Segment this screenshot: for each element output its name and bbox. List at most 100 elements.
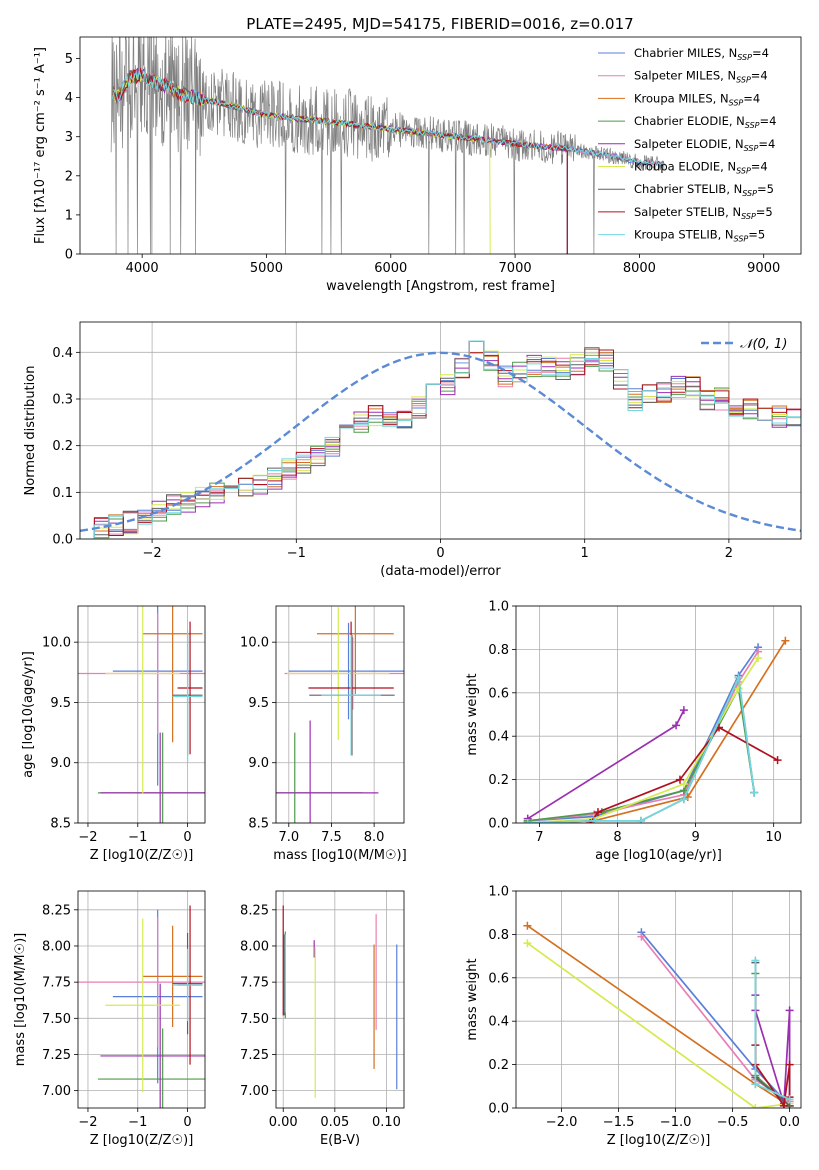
y-tick-label: 7.25 — [42, 1048, 71, 1063]
y-tick-label: 8.25 — [240, 903, 269, 918]
age-vs-metallicity-panel: −2 −1 0 8.5 9.0 9.5 10.0 Z [log10(Z/Z☉)] age [lo… — [21, 605, 206, 863]
x-tick-label: −1.0 — [660, 1115, 692, 1130]
mass-weight-marker — [593, 808, 602, 817]
legend-label: Kroupa ELODIE, NSSP=4 — [634, 160, 768, 176]
y-tick-label: 0.4 — [52, 346, 73, 361]
x-tick-label: 4000 — [126, 261, 159, 276]
x-tick-label: 8 — [613, 830, 621, 845]
y-tick-label: 7.50 — [240, 1012, 269, 1027]
y-tick-label: 8.5 — [50, 817, 71, 832]
x-tick-label: −1 — [128, 830, 147, 845]
plot-area — [80, 340, 801, 539]
y-tick-label: 7.75 — [42, 976, 71, 991]
plot-area — [78, 905, 205, 1108]
y-tick-label: 2 — [65, 169, 73, 184]
legend-label: Salpeter ELODIE, NSSP=4 — [634, 137, 775, 153]
x-tick-label: 7.5 — [321, 830, 342, 845]
legend-label: Chabrier STELIB, NSSP=5 — [634, 182, 774, 198]
x-tick-label: −2 — [143, 546, 162, 561]
age-vs-mass-panel: 7.0 7.5 8.0 8.5 9.0 9.5 10.0 mass [log10(M/M☉)] — [240, 605, 407, 863]
legend-label: 𝒩(0, 1) — [740, 337, 787, 352]
plot-area — [523, 636, 790, 823]
mass-weight-marker — [523, 819, 532, 823]
axes-frame — [79, 36, 802, 255]
y-tick-label: 1 — [65, 208, 73, 223]
x-axis-label: (data-model)/error — [380, 564, 501, 579]
x-tick-label: −2 — [78, 830, 97, 845]
mass-weight-marker — [637, 932, 646, 941]
x-tick-label: 0 — [436, 546, 444, 561]
mass-vs-metallicity-panel: −2 −1 0 7.00 7.25 7.50 7.75 8.00 8.25 Z [log10(Z/… — [13, 890, 206, 1148]
x-tick-label: 7000 — [499, 261, 532, 276]
mass-weight-marker — [679, 795, 688, 804]
y-axis-label: mass [log10(M/M☉)] — [13, 933, 28, 1066]
mass-weight-marker — [590, 816, 599, 823]
plot-area — [110, 37, 665, 254]
y-tick-label: 7.00 — [240, 1084, 269, 1099]
mass-weight-marker — [785, 1006, 794, 1015]
mass-weight-marker — [754, 654, 763, 663]
spectrum-panel: 4000 5000 6000 7000 8000 9000 0 1 2 3 4 5 wavelength… — [33, 36, 802, 294]
legend-label: Kroupa STELIB, NSSP=5 — [634, 228, 765, 244]
y-axis-label: mass weight — [465, 958, 480, 1040]
y-tick-label: 7.25 — [240, 1048, 269, 1063]
plot-area — [276, 606, 404, 823]
spectrum-legend: Chabrier MILES, NSSP=4 Salpeter MILES, NS… — [598, 46, 776, 244]
normal-distribution-curve — [80, 351, 801, 532]
mass-weight-marker — [523, 939, 532, 948]
mass-weight-marker — [675, 775, 684, 784]
weight-vs-metallicity-panel: −2.0 −1.5 −1.0 −0.5 0.0 0.0 0.2 0.4 0.6 0.8 1.0 Z [… — [465, 885, 802, 1148]
axes-frame — [275, 605, 405, 824]
legend-label: Chabrier MILES, NSSP=4 — [634, 46, 769, 62]
y-tick-label: 7.00 — [42, 1084, 71, 1099]
y-axis-label: mass weight — [465, 673, 480, 755]
axes-frame — [79, 321, 802, 540]
plot-area — [78, 606, 205, 823]
x-tick-label: 9 — [691, 830, 699, 845]
y-tick-label: 0.2 — [488, 1058, 509, 1073]
y-tick-label: 0.2 — [488, 773, 509, 788]
x-tick-label: −1 — [287, 546, 306, 561]
x-tick-label: 9000 — [747, 261, 780, 276]
y-tick-label: 8.00 — [240, 939, 269, 954]
observed-spectrum-line — [110, 37, 665, 254]
y-tick-label: 1.0 — [488, 885, 509, 900]
x-tick-label: 10 — [765, 830, 782, 845]
x-tick-label: 1 — [581, 546, 589, 561]
x-tick-label: 7 — [535, 830, 543, 845]
mass-weight-marker — [751, 1104, 760, 1108]
mass-weight-marker — [734, 684, 743, 693]
y-tick-label: 0.3 — [52, 393, 73, 408]
y-tick-label: 9.0 — [50, 756, 71, 771]
x-tick-label: 2 — [725, 546, 733, 561]
y-tick-label: 0.0 — [488, 1102, 509, 1117]
y-tick-label: 7.50 — [42, 1012, 71, 1027]
y-tick-label: 3 — [65, 130, 73, 145]
y-tick-label: 5 — [65, 52, 73, 67]
legend-label: Salpeter STELIB, NSSP=5 — [634, 205, 773, 221]
y-tick-label: 10.0 — [240, 636, 269, 651]
x-axis-label: Z [log10(Z/Z☉)] — [90, 848, 194, 863]
legend-label: Kroupa MILES, NSSP=4 — [634, 91, 760, 107]
y-tick-label: 0.6 — [488, 971, 509, 986]
x-axis-label: Z [log10(Z/Z☉)] — [90, 1133, 194, 1148]
mass-weight-marker — [636, 816, 645, 823]
mass-weight-line — [526, 942, 790, 1108]
y-tick-label: 0.4 — [488, 730, 509, 745]
mass-weight-marker — [523, 921, 532, 930]
mass-weight-marker — [785, 1060, 794, 1069]
mass-weight-marker — [779, 1101, 788, 1108]
x-tick-label: 0.05 — [320, 1115, 349, 1130]
axes-frame — [515, 605, 802, 824]
weight-vs-age-panel: 7 8 9 10 0.0 0.2 0.4 0.6 0.8 1.0 age [log10(age/yr… — [465, 600, 802, 863]
x-axis-label: age [log10(age/yr)] — [595, 848, 722, 863]
y-tick-label: 0.4 — [488, 1015, 509, 1030]
y-axis-label: Flux [fλ10⁻¹⁷ erg cm⁻² s⁻¹ A⁻¹] — [33, 47, 48, 244]
mass-weight-marker — [679, 779, 688, 788]
x-tick-label: 0 — [183, 830, 191, 845]
x-axis-label: E(B-V) — [320, 1133, 360, 1148]
figure-title: PLATE=2495, MJD=54175, FIBERID=0016, z=0… — [246, 15, 633, 33]
mass-vs-extinction-panel: 0.00 0.05 0.10 7.00 7.25 7.50 7.75 8.00 8.25 E(B-… — [240, 890, 405, 1148]
axes-frame — [275, 890, 405, 1109]
